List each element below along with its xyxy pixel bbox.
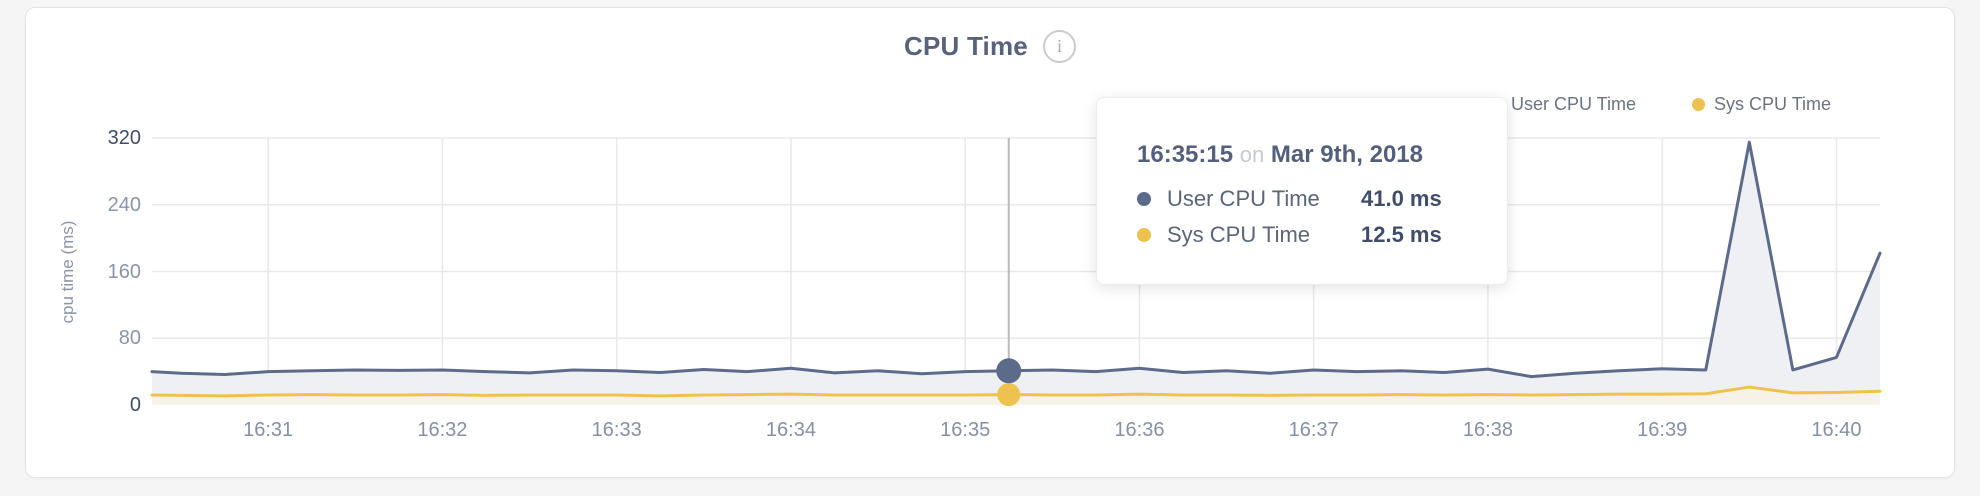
hover-point-user-cpu-time[interactable] <box>996 358 1022 384</box>
legend-dot <box>1692 97 1706 111</box>
x-tick-label: 16:37 <box>1288 419 1339 441</box>
y-tick-label: 240 <box>107 193 141 216</box>
series-area-user-cpu-time <box>152 142 1880 405</box>
tooltip-time: 16:35:15 <box>1137 141 1234 168</box>
x-tick-label: 16:38 <box>1462 419 1513 441</box>
hover-point-sys-cpu-time[interactable] <box>997 383 1021 407</box>
chart-title: CPU Time <box>904 31 1028 61</box>
chart-legend: User CPU Time Sys CPU Time <box>1489 93 1831 115</box>
y-tick-label: 160 <box>107 260 141 283</box>
tooltip-series-dot <box>1137 192 1151 206</box>
x-tick-label: 16:35 <box>940 419 991 441</box>
tooltip-header: 16:35:15 on Mar 9th, 2018 <box>1137 140 1507 170</box>
x-tick-label: 16:32 <box>417 419 468 441</box>
y-tick-label: 0 <box>129 394 141 416</box>
chart-header: CPU Time i <box>0 30 1980 63</box>
x-tick-label: 16:39 <box>1637 419 1688 441</box>
legend-label: User CPU Time <box>1511 93 1637 114</box>
x-tick-label: 16:33 <box>591 419 642 441</box>
x-tick-label: 16:36 <box>1114 419 1165 441</box>
legend-item-sys-cpu-time[interactable]: Sys CPU Time <box>1692 93 1831 115</box>
tooltip-series-dot <box>1137 228 1151 242</box>
tooltip-row: Sys CPU Time 12.5 ms <box>1137 217 1507 253</box>
info-icon[interactable]: i <box>1042 30 1076 63</box>
tooltip-conjunction: on <box>1239 142 1265 167</box>
tooltip-rows: User CPU Time 41.0 ms Sys CPU Time 12.5 ms <box>1137 181 1507 253</box>
series-line-user-cpu-time <box>150 140 1882 379</box>
x-tick-label: 16:31 <box>243 419 294 441</box>
chart-tooltip: 16:35:15 on Mar 9th, 2018 User CPU Time 4… <box>1096 97 1508 285</box>
tooltip-series-value: 41.0 ms <box>1361 186 1442 211</box>
x-tick-label: 16:34 <box>765 419 816 441</box>
tooltip-series-label: Sys CPU Time <box>1167 222 1311 247</box>
info-icon-glyph: i <box>1056 36 1062 56</box>
legend-label: Sys CPU Time <box>1714 93 1832 114</box>
legend-item-user-cpu-time[interactable]: User CPU Time <box>1489 93 1636 115</box>
y-tick-label: 320 <box>107 127 141 149</box>
x-tick-label: 16:40 <box>1811 419 1862 441</box>
tooltip-row: User CPU Time 41.0 ms <box>1137 181 1507 217</box>
tooltip-date: Mar 9th, 2018 <box>1270 141 1423 168</box>
y-tick-label: 80 <box>118 327 141 350</box>
tooltip-series-value: 12.5 ms <box>1361 222 1442 247</box>
tooltip-series-label: User CPU Time <box>1167 186 1320 211</box>
